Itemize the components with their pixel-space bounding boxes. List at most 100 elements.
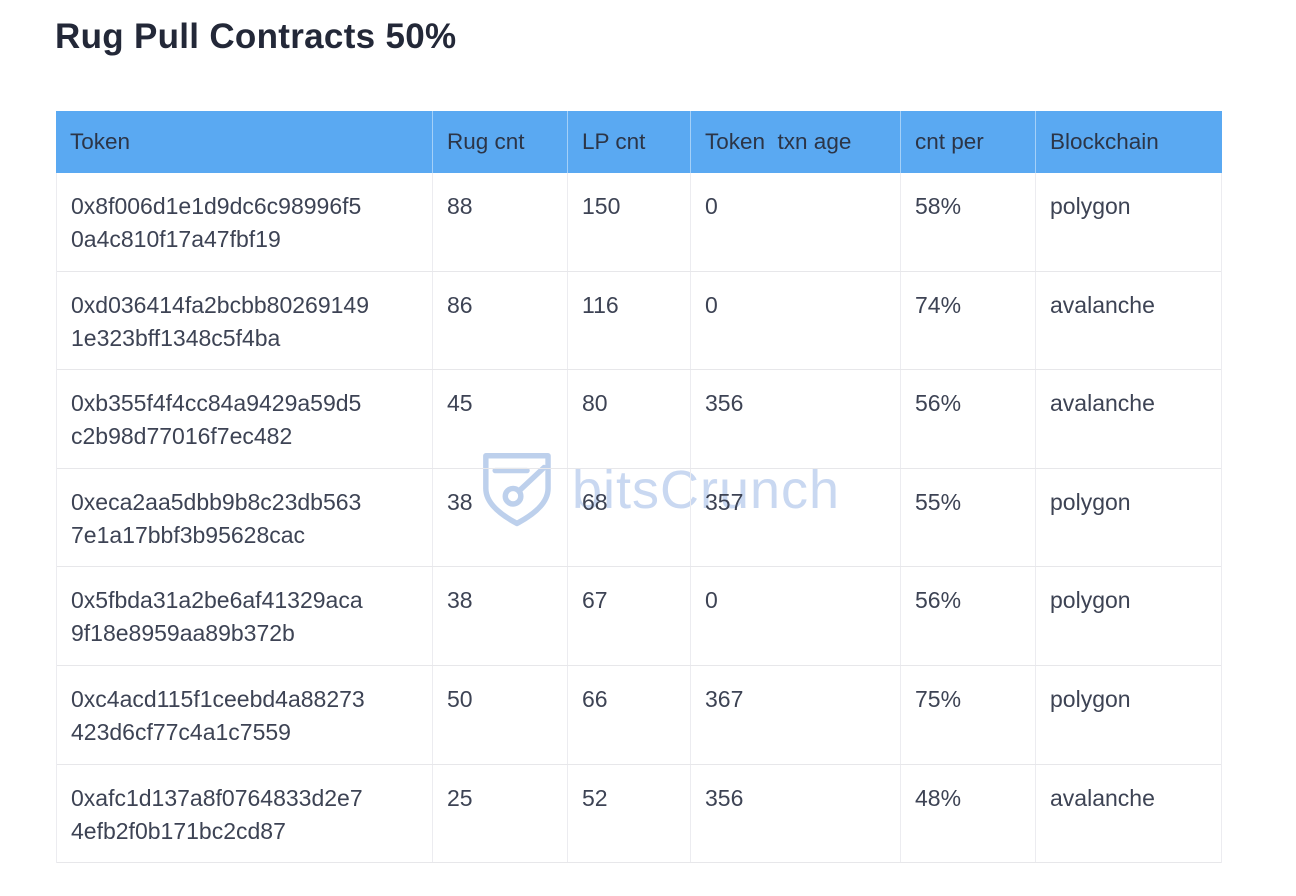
cell-token: 0xb355f4f4cc84a9429a59d5c2b98d77016f7ec4… [57,370,433,468]
cell-value-text: 0 [705,193,718,219]
cell-value-text: 38 [447,488,473,515]
cell-value-text: 48% [915,784,962,811]
page-title: Rug Pull Contracts 50% [55,17,457,56]
token-address-text: 0xeca2aa5dbb9b8c23db5637e1a17bbf3b95628c… [71,488,362,548]
cell-token: 0xd036414fa2bcbb802691491e323bff1348c5f4… [57,271,433,370]
cell-value-text: 74% [915,291,962,318]
cell-token_txn_age: 356 [691,370,901,468]
cell-rug_cnt: 50 [433,665,568,764]
table-row: 0xb355f4f4cc84a9429a59d5c2b98d77016f7ec4… [57,370,1221,469]
cell-blockchain: avalanche [1036,272,1222,370]
cell-token: 0x5fbda31a2be6af41329aca9f18e8959aa89b37… [57,567,433,665]
cell-lp_cnt: 52 [568,764,691,863]
column-header-blockchain: Blockchain [1050,129,1159,154]
table-row: 0xeca2aa5dbb9b8c23db5637e1a17bbf3b95628c… [57,468,1222,568]
cell-token_txn_age: 0 [691,271,901,370]
column-header-token_txn_age: Token txn age [691,111,901,173]
cell-value-text: 367 [705,685,744,712]
cell-blockchain: avalanche [1036,370,1222,468]
cell-cnt_per: 48% [901,764,1036,863]
cell-lp_cnt: 80 [568,370,691,468]
cell-value-text: 58% [915,193,962,219]
cell-value-text: avalanche [1050,291,1155,318]
cell-cnt_per: 56% [901,567,1036,665]
cell-value-text: 80 [582,390,608,417]
cell-value-text: polygon [1050,685,1131,712]
cell-cnt_per: 75% [901,665,1036,764]
cell-lp_cnt: 68 [568,468,691,567]
cell-rug_cnt: 86 [433,271,568,370]
column-header-rug_cnt: Rug cnt [433,111,568,173]
cell-rug_cnt: 38 [433,567,568,665]
cell-value-text: 45 [447,390,473,417]
cell-value-text: 0 [705,587,718,614]
cell-value-text: 55% [915,488,962,515]
cell-value-text: 25 [447,784,473,811]
cell-token: 0x8f006d1e1d9dc6c98996f50a4c810f17a47fbf… [57,173,433,271]
cell-value-text: 88 [447,193,473,219]
token-address-text: 0xb355f4f4cc84a9429a59d5c2b98d77016f7ec4… [71,390,362,450]
cell-value-text: 356 [705,390,744,417]
cell-lp_cnt: 116 [568,271,691,370]
cell-lp_cnt: 67 [568,567,691,665]
cell-value-text: avalanche [1050,784,1155,811]
cell-cnt_per: 56% [901,370,1036,468]
cell-rug_cnt: 38 [433,468,568,567]
table-row: 0xd036414fa2bcbb802691491e323bff1348c5f4… [57,271,1222,371]
cell-token: 0xeca2aa5dbb9b8c23db5637e1a17bbf3b95628c… [57,468,433,567]
table-header-row: Token Rug cnt LP cnt Token txn age cnt per Bl… [56,111,1222,173]
cell-value-text: 75% [915,685,962,712]
cell-value-text: 356 [705,784,744,811]
token-address-text: 0x5fbda31a2be6af41329aca9f18e8959aa89b37… [71,587,363,647]
table-row: 0xafc1d137a8f0764833d2e74efb2f0b171bc2cd… [57,764,1222,864]
cell-lp_cnt: 150 [568,173,691,271]
cell-value-text: 38 [447,587,473,614]
table-row: 0x5fbda31a2be6af41329aca9f18e8959aa89b37… [57,567,1221,666]
cell-blockchain: polygon [1036,666,1222,764]
cell-value-text: 66 [582,685,608,712]
cell-value-text: 56% [915,390,962,417]
token-address-text: 0xafc1d137a8f0764833d2e74efb2f0b171bc2cd… [71,784,363,844]
table-row: 0x8f006d1e1d9dc6c98996f50a4c810f17a47fbf… [57,173,1221,272]
cell-blockchain: polygon [1036,567,1222,665]
token-address-text: 0xd036414fa2bcbb802691491e323bff1348c5f4… [71,291,370,351]
token-address-text: 0xc4acd115f1ceebd4a88273423d6cf77c4a1c75… [71,685,365,745]
cell-value-text: 52 [582,784,608,811]
cell-rug_cnt: 25 [433,764,568,863]
cell-value-text: 50 [447,685,473,712]
cell-token_txn_age: 0 [691,567,901,665]
table-row: 0xc4acd115f1ceebd4a88273423d6cf77c4a1c75… [57,665,1222,765]
cell-blockchain: polygon [1036,173,1222,271]
column-header-lp_cnt: LP cnt [568,111,691,173]
cell-lp_cnt: 66 [568,665,691,764]
cell-value-text: 67 [582,587,608,614]
cell-value-text: polygon [1050,193,1131,219]
cell-rug_cnt: 88 [433,173,568,271]
column-header-cnt_per: cnt per [901,111,1036,173]
cell-cnt_per: 58% [901,173,1036,271]
cell-token: 0xafc1d137a8f0764833d2e74efb2f0b171bc2cd… [57,764,433,863]
cell-token_txn_age: 356 [691,764,901,863]
cell-value-text: 357 [705,488,744,515]
cell-token_txn_age: 367 [691,665,901,764]
cell-token: 0xc4acd115f1ceebd4a88273423d6cf77c4a1c75… [57,665,433,764]
cell-value-text: polygon [1050,488,1131,515]
cell-value-text: 150 [582,193,621,219]
cell-rug_cnt: 45 [433,370,568,468]
rug-pull-contracts-table: Token Rug cnt LP cnt Token txn age cnt per Bl… [56,111,1222,864]
cell-value-text: 0 [705,291,718,318]
cell-cnt_per: 74% [901,271,1036,370]
table-body: bitsCrunch 0x8f006d1e1d9dc6c98996f50a4c8… [56,173,1222,864]
cell-value-text: 56% [915,587,962,614]
cell-cnt_per: 55% [901,468,1036,567]
cell-value-text: 116 [582,291,619,318]
cell-blockchain: polygon [1036,469,1222,567]
column-header-token: Token [56,111,433,173]
cell-value-text: avalanche [1050,390,1155,417]
cell-blockchain: avalanche [1036,765,1222,863]
cell-value-text: 68 [582,488,608,515]
cell-value-text: 86 [447,291,473,318]
cell-value-text: polygon [1050,587,1131,614]
cell-token_txn_age: 357 [691,468,901,567]
token-address-text: 0x8f006d1e1d9dc6c98996f50a4c810f17a47fbf… [71,193,362,252]
